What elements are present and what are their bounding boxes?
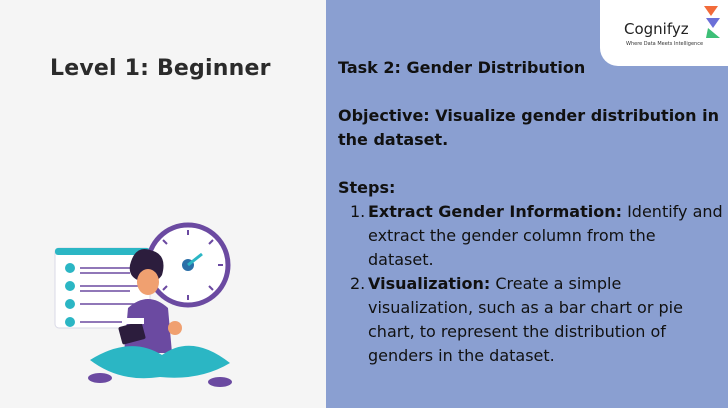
step-text: Create a simple visualization, such as a… bbox=[368, 274, 683, 365]
brand-tagline: Where Data Meets Intelligence bbox=[626, 41, 704, 47]
logo-card: Cognifyz Where Data Meets Intelligence bbox=[600, 0, 728, 66]
left-panel: Level 1: Beginner bbox=[0, 0, 326, 408]
logo-triangles-icon bbox=[704, 6, 720, 38]
steps-label: Steps: bbox=[338, 178, 396, 197]
right-panel: Cognifyz Where Data Meets Intelligence bbox=[326, 0, 728, 408]
task-title: Task 2: Gender Distribution bbox=[338, 58, 586, 77]
objective-text: Objective: Visualize gender distribution… bbox=[338, 106, 720, 149]
brand-logo: Cognifyz bbox=[624, 20, 689, 38]
step-number: 1. bbox=[350, 202, 366, 221]
person-checklist-clock-illustration bbox=[54, 222, 232, 387]
step-text: Identify and extract the gender column f… bbox=[368, 202, 723, 269]
step-item: 2. Visualization: Create a simple visual… bbox=[338, 272, 723, 368]
level-title: Level 1: Beginner bbox=[50, 56, 271, 81]
step-number: 2. bbox=[350, 274, 366, 293]
steps-list: 1. Extract Gender Information: Identify … bbox=[338, 200, 723, 368]
step-item: 1. Extract Gender Information: Identify … bbox=[338, 200, 723, 272]
task-content: Task 2: Gender Distribution Objective: V… bbox=[338, 56, 723, 368]
step-heading: Visualization: bbox=[368, 274, 491, 293]
step-heading: Extract Gender Information: bbox=[368, 202, 622, 221]
